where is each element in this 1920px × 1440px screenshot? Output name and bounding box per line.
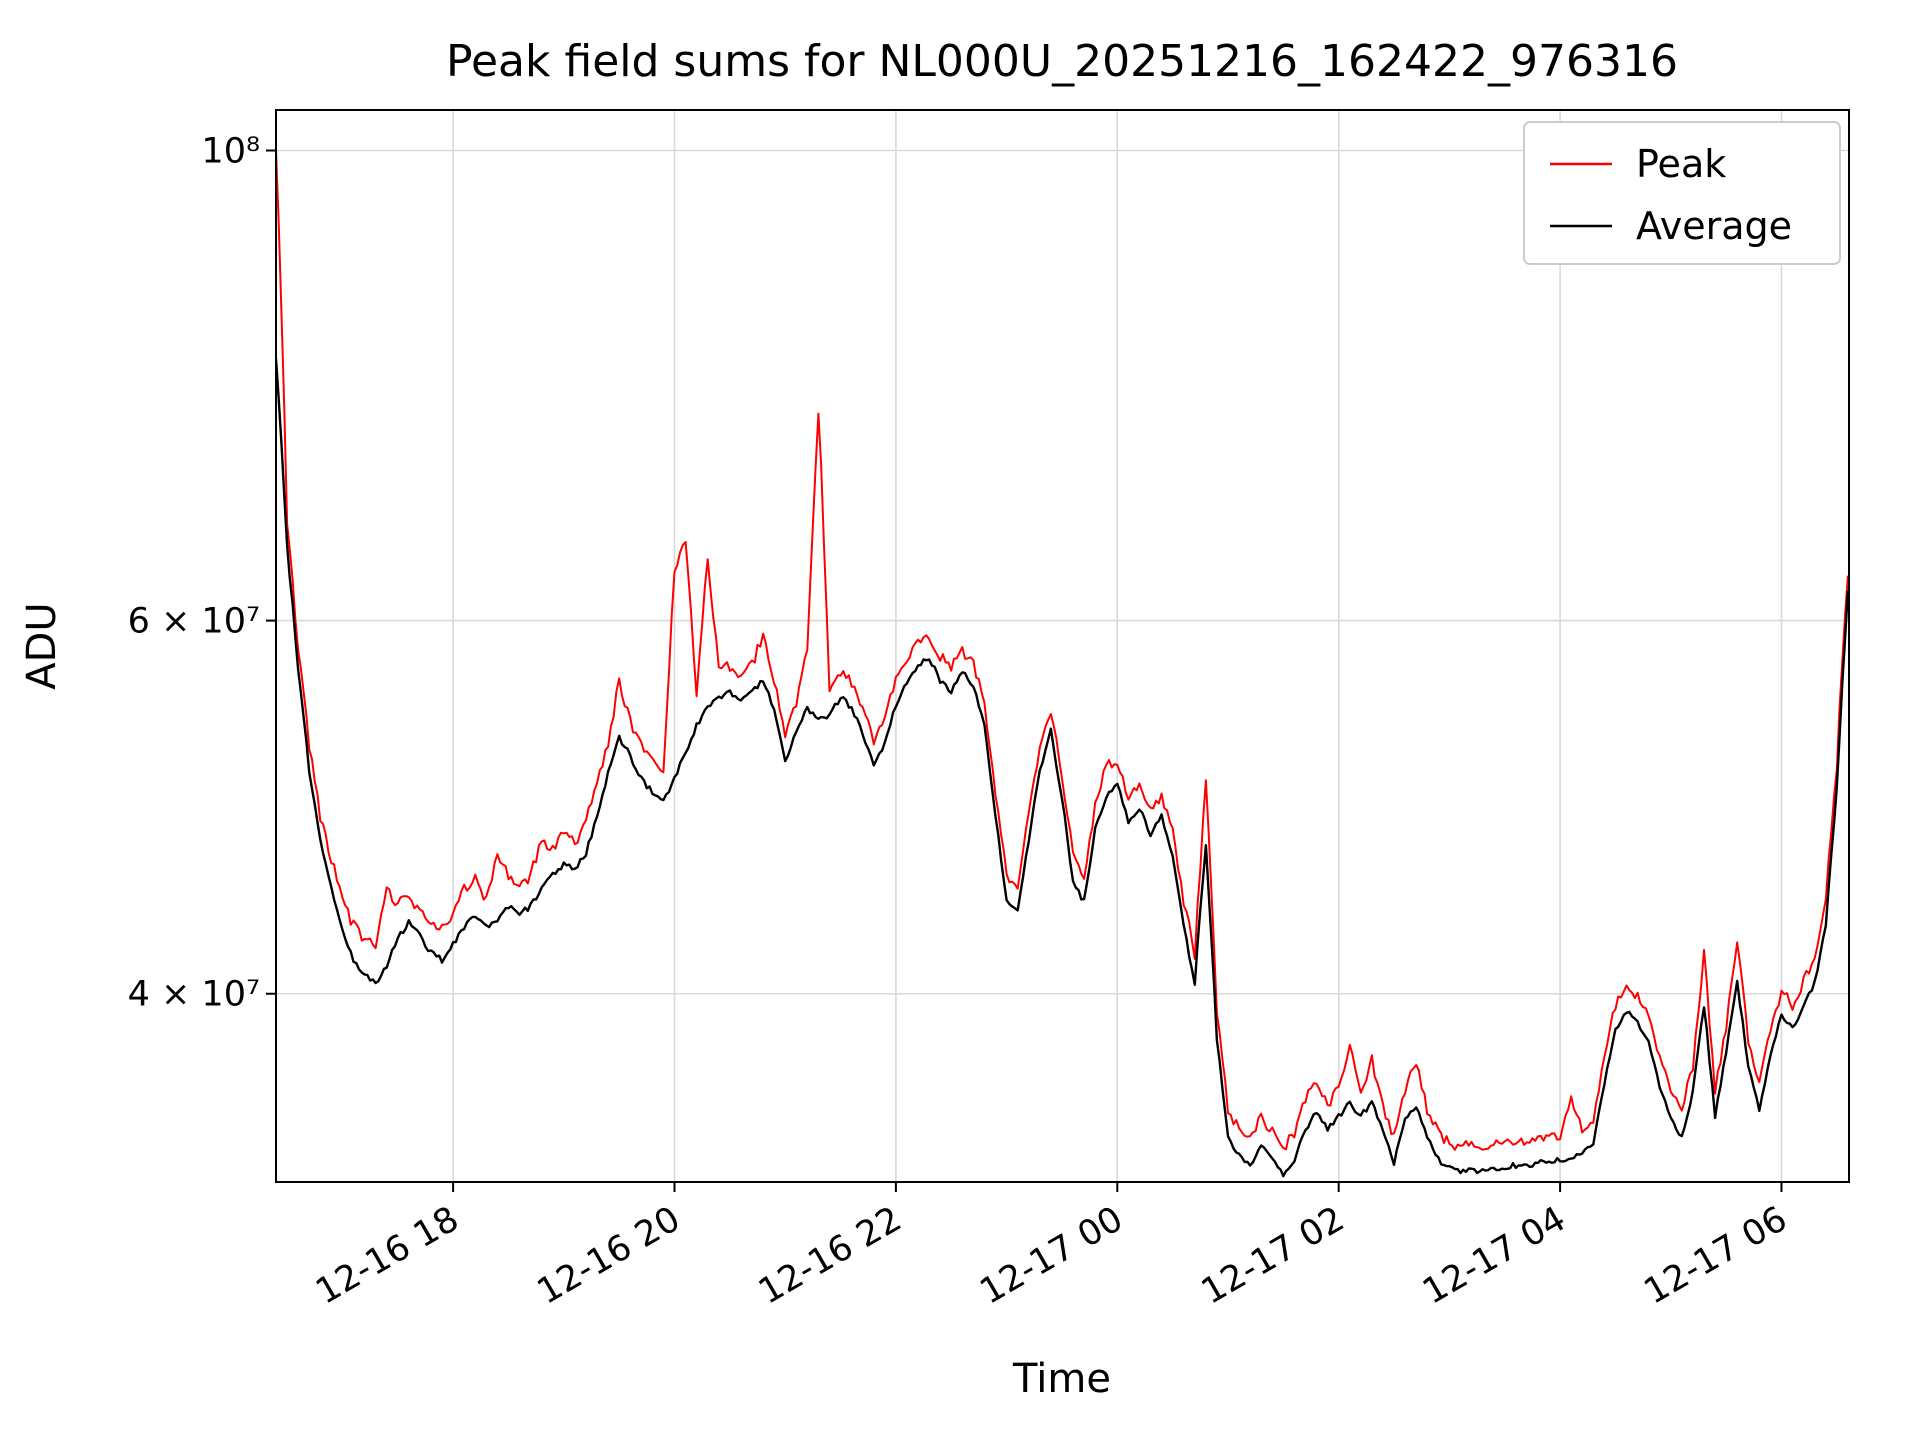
x-axis-label: Time — [1012, 1356, 1111, 1402]
average-line — [276, 358, 1849, 1178]
y-tick-label: 10⁸ — [201, 132, 260, 172]
legend: Peak Average — [1523, 121, 1841, 265]
legend-average-label: Average — [1636, 204, 1792, 248]
peak-line — [276, 150, 1849, 1151]
plot-border — [275, 109, 1850, 1183]
y-tick-label: 4 × 10⁷ — [128, 975, 260, 1015]
y-axis-label: ADU — [19, 602, 65, 689]
y-tick-label: 6 × 10⁷ — [128, 602, 260, 642]
chart-title: Peak field sums for NL000U_20251216_1624… — [446, 36, 1678, 87]
series — [276, 150, 1849, 1178]
legend-box — [1523, 121, 1841, 265]
legend-peak-label: Peak — [1636, 142, 1726, 186]
